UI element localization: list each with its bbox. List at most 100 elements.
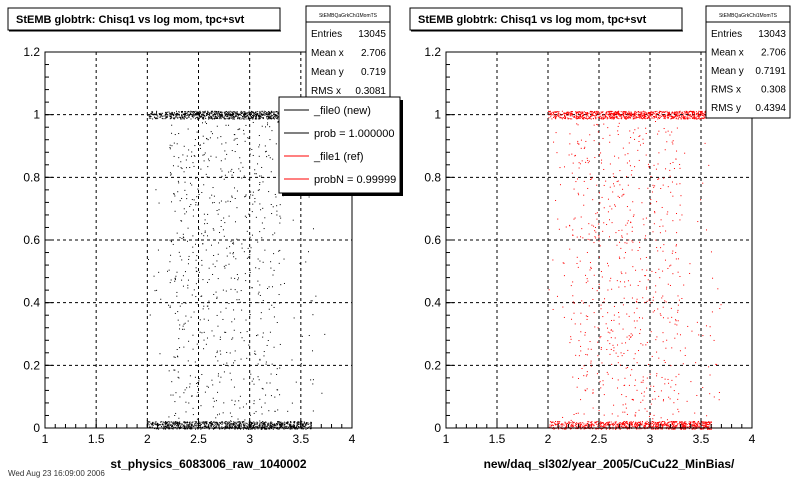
data-point (292, 425, 294, 427)
data-point (627, 116, 629, 118)
data-point (654, 391, 656, 393)
data-point (157, 425, 159, 427)
data-point (176, 114, 178, 116)
data-point (267, 118, 269, 120)
data-point (156, 114, 158, 116)
data-point (607, 423, 609, 425)
data-point (269, 382, 271, 384)
data-point (601, 276, 603, 278)
data-point (229, 252, 231, 254)
data-point (702, 422, 704, 424)
data-point (293, 424, 295, 426)
data-point (187, 113, 189, 115)
data-point (627, 426, 629, 428)
data-point (301, 335, 303, 337)
data-point (261, 413, 263, 415)
data-point (215, 156, 217, 158)
data-point (597, 425, 599, 427)
data-point (255, 425, 257, 427)
data-point (210, 423, 212, 425)
data-point (634, 327, 636, 329)
data-point (216, 116, 218, 118)
data-point (688, 114, 690, 116)
data-point (204, 110, 206, 112)
data-point (617, 379, 619, 381)
data-point (570, 422, 572, 424)
data-point (554, 114, 556, 116)
data-point (575, 424, 577, 426)
data-point (223, 371, 225, 373)
data-point (151, 426, 153, 428)
data-point (161, 114, 163, 116)
data-point (150, 113, 152, 115)
data-point (231, 196, 233, 198)
data-point (271, 425, 273, 427)
data-point (600, 270, 602, 272)
data-point (658, 117, 660, 119)
data-point (262, 332, 264, 334)
data-point (255, 116, 257, 118)
data-point (669, 134, 671, 136)
data-point (263, 111, 265, 113)
data-point (642, 114, 644, 116)
data-point (609, 428, 611, 430)
data-point (641, 202, 643, 204)
data-point (668, 113, 670, 115)
data-point (686, 116, 688, 118)
data-point (159, 116, 161, 118)
data-point (180, 161, 182, 163)
data-point (575, 354, 577, 356)
data-point (214, 422, 216, 424)
data-point (641, 115, 643, 117)
data-point (663, 116, 665, 118)
data-point (264, 113, 266, 115)
data-point (568, 113, 570, 115)
data-point (168, 428, 170, 430)
data-point (620, 115, 622, 117)
data-point (631, 334, 633, 336)
data-point (709, 335, 711, 337)
data-point (575, 111, 577, 113)
data-point (645, 422, 647, 424)
data-point (701, 425, 703, 427)
data-point (250, 426, 252, 428)
data-point (164, 113, 166, 115)
data-point (198, 278, 200, 280)
data-point (203, 142, 205, 144)
data-point (205, 426, 207, 428)
data-point (562, 416, 564, 418)
data-point (700, 111, 702, 113)
data-point (210, 110, 212, 112)
data-point (561, 110, 563, 112)
data-point (278, 294, 280, 296)
data-point (180, 220, 182, 222)
data-point (683, 428, 685, 430)
data-point (215, 425, 217, 427)
data-point (257, 280, 259, 282)
data-point (590, 116, 592, 118)
data-point (261, 110, 263, 112)
data-point (647, 118, 649, 120)
data-point (164, 115, 166, 117)
data-point (166, 421, 168, 423)
data-point (621, 229, 623, 231)
data-point (221, 421, 223, 423)
data-point (283, 282, 285, 284)
data-point (264, 114, 266, 116)
data-point (675, 114, 677, 116)
data-point (579, 426, 581, 428)
data-point (692, 424, 694, 426)
data-point (179, 424, 181, 426)
data-point (618, 316, 620, 318)
data-point (575, 112, 577, 114)
data-point (615, 428, 617, 430)
data-point (249, 354, 251, 356)
data-point (224, 421, 226, 423)
data-point (192, 421, 194, 423)
data-point (679, 163, 681, 165)
data-point (219, 115, 221, 117)
data-point (260, 114, 262, 116)
data-point (189, 182, 191, 184)
data-point (552, 424, 554, 426)
data-point (624, 422, 626, 424)
